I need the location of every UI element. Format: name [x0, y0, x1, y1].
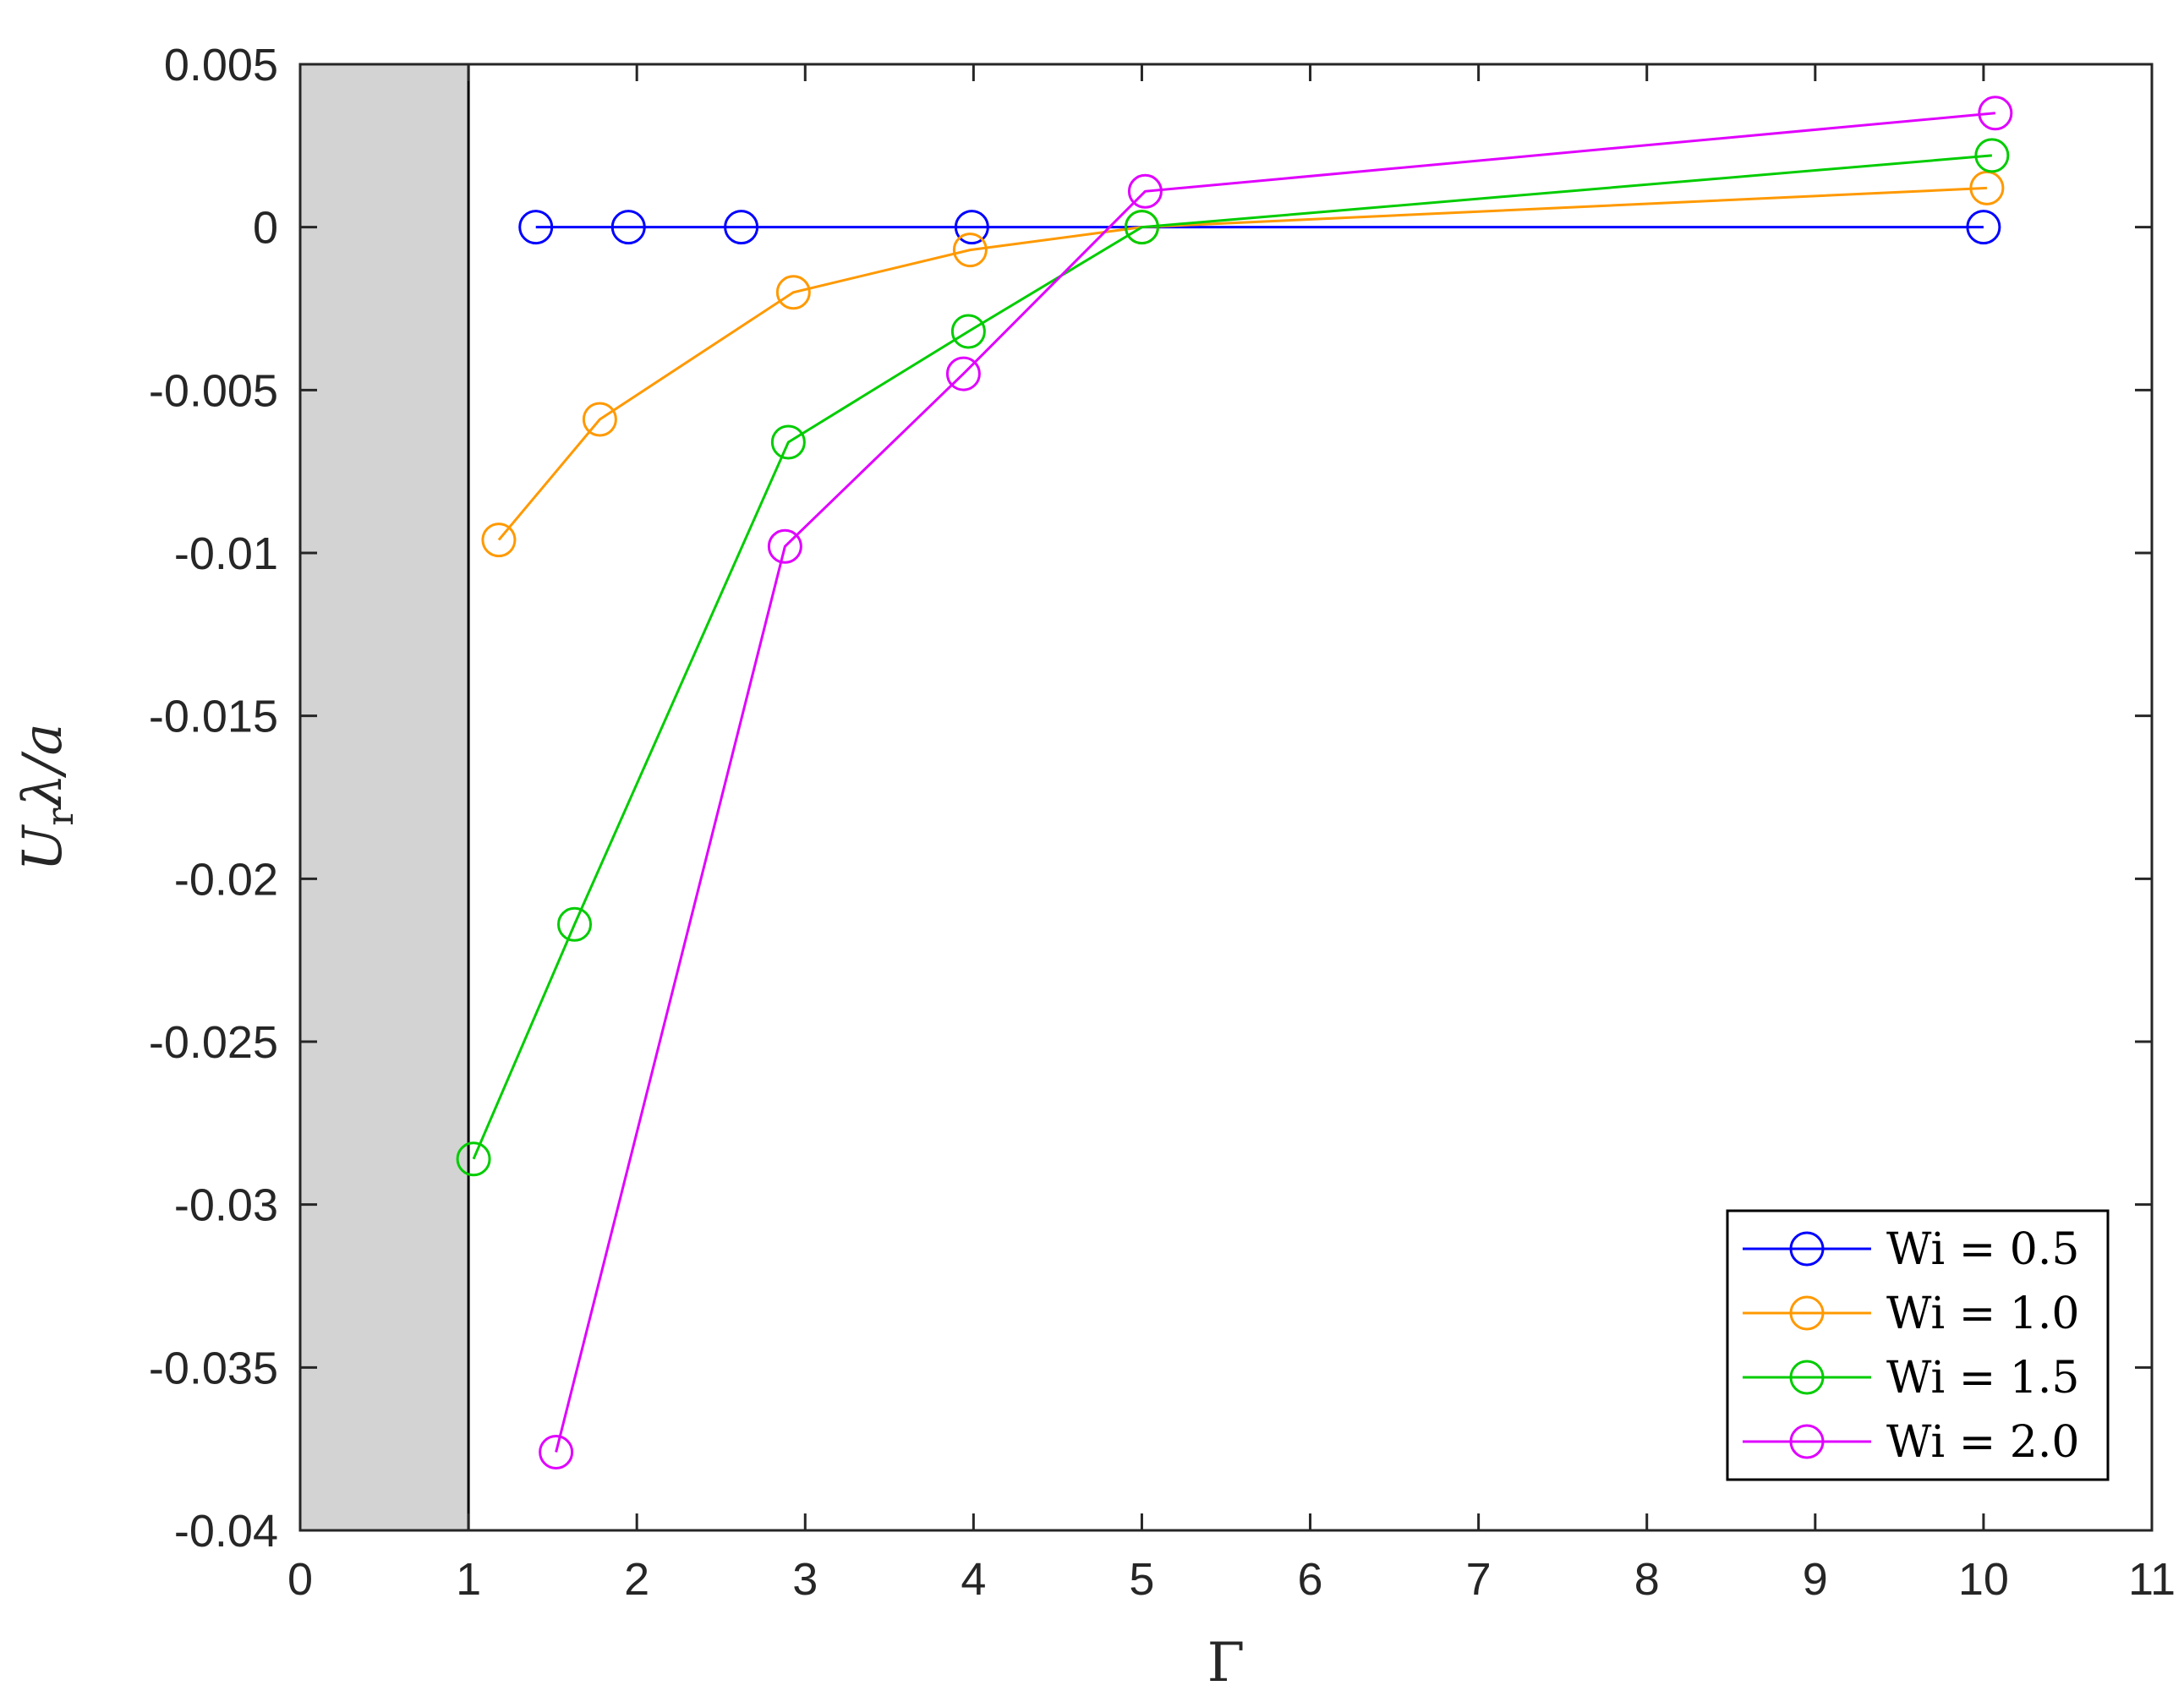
- data-point: [539, 1435, 574, 1470]
- x-tick-label: 9: [1803, 1554, 1828, 1605]
- data-point: [724, 210, 759, 245]
- y-tick-label: -0.025: [149, 1017, 278, 1068]
- data-point: [610, 210, 646, 245]
- x-tick-label: 10: [1958, 1554, 2009, 1605]
- y-axis-label-rest: λ/a: [12, 723, 74, 810]
- y-axis-label-base: U: [12, 824, 74, 872]
- x-tick-label: 8: [1634, 1554, 1660, 1605]
- x-tick-label: 7: [1466, 1554, 1492, 1605]
- legend-marker: [1789, 1360, 1825, 1395]
- data-point: [1974, 138, 2010, 173]
- y-tick-label: -0.01: [174, 528, 278, 579]
- legend-marker: [1789, 1295, 1825, 1331]
- x-tick-label: 6: [1298, 1554, 1323, 1605]
- x-tick-label: 2: [624, 1554, 649, 1605]
- data-point: [767, 528, 802, 564]
- y-axis-label: Urλ/a: [12, 723, 82, 871]
- x-tick-label: 4: [961, 1554, 986, 1605]
- data-point: [950, 314, 986, 349]
- legend-label: Wi = 0.5: [1886, 1224, 2080, 1275]
- legend-label: Wi = 1.5: [1886, 1353, 2080, 1404]
- x-tick-labels: 0 1 2 3 4 5 6 7 8 9 10 11: [287, 1554, 2176, 1605]
- data-point: [518, 210, 554, 245]
- data-point: [557, 906, 593, 942]
- y-tick-label: -0.035: [149, 1343, 278, 1393]
- data-point: [1966, 210, 2001, 245]
- x-axis-label: Γ: [1207, 1632, 1245, 1694]
- axis-ticks: [298, 63, 2154, 1532]
- legend-box: [1726, 1209, 2110, 1481]
- data-point: [456, 1141, 491, 1177]
- series-line: [497, 186, 1987, 541]
- legend-marker: [1789, 1424, 1825, 1459]
- y-tick-label: -0.03: [174, 1180, 278, 1231]
- y-tick-label: -0.02: [174, 854, 278, 905]
- y-tick-label: -0.015: [149, 692, 278, 742]
- data-point: [582, 402, 617, 437]
- y-tick-label: -0.04: [174, 1506, 278, 1557]
- data-point: [1978, 96, 2013, 131]
- data-point: [770, 424, 806, 460]
- data-point: [1124, 210, 1159, 245]
- series-line: [555, 112, 1995, 1453]
- data-point: [481, 523, 517, 558]
- x-tick-label: 11: [2128, 1554, 2176, 1605]
- series-layer: [456, 96, 2013, 1470]
- legend-marker: [1789, 1231, 1825, 1267]
- legend-label: Wi = 2.0: [1886, 1417, 2080, 1468]
- data-point: [952, 233, 988, 268]
- x-tick-label: 1: [456, 1554, 481, 1605]
- legend-label: Wi = 1.0: [1886, 1289, 2080, 1339]
- legend: Wi = 0.5 Wi = 1.0 Wi = 1.5 Wi = 2.0: [1726, 1209, 2110, 1481]
- excluded-region: [300, 64, 469, 1530]
- plot-frame: [298, 63, 2154, 1532]
- y-tick-label: -0.005: [149, 365, 278, 416]
- data-point: [775, 275, 811, 310]
- y-axis-label-subscript: r: [39, 807, 82, 826]
- x-tick-label: 0: [287, 1554, 313, 1605]
- data-point: [954, 210, 989, 245]
- y-tick-label: 0: [253, 203, 278, 254]
- x-tick-label: 3: [792, 1554, 818, 1605]
- y-tick-labels: 0.005 0 -0.005 -0.01 -0.015 -0.02 -0.025 -0.03 -…: [149, 40, 278, 1557]
- series-line: [472, 154, 1992, 1160]
- data-point: [945, 356, 981, 391]
- data-point: [1127, 173, 1163, 209]
- y-tick-label: 0.005: [164, 40, 278, 90]
- x-tick-label: 5: [1129, 1554, 1154, 1605]
